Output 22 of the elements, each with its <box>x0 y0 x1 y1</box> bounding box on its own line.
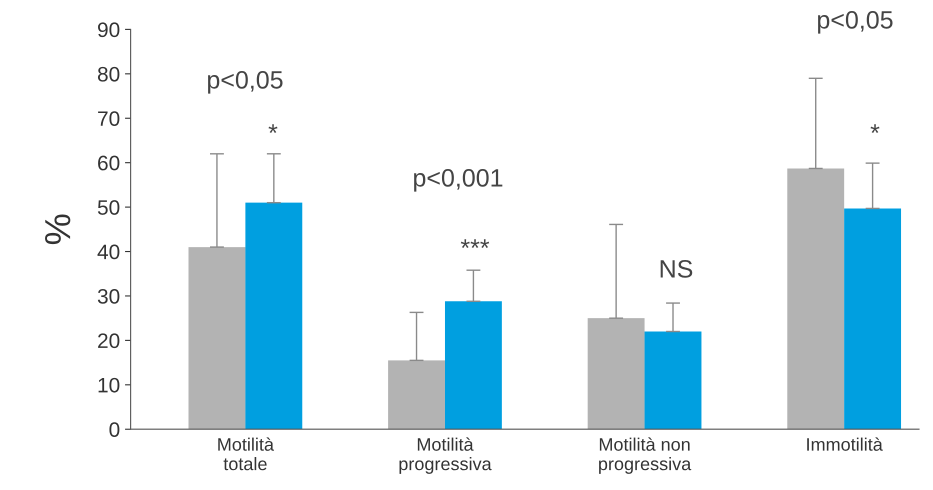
x-tick-label: Motilità totale <box>218 437 274 470</box>
x-tick-label: Immotilità <box>807 437 883 451</box>
x-tick-label: Motilità progressiva <box>399 437 492 474</box>
y-tick-label: 90 <box>98 22 120 38</box>
y-tick-label: 50 <box>98 200 120 215</box>
annotation: NS <box>660 260 692 278</box>
annotation: * <box>870 124 880 134</box>
y-tick-label: 80 <box>98 66 120 82</box>
y-tick-label: 0 <box>109 422 120 437</box>
x-tick-label: Motilità non progressiva <box>599 437 692 474</box>
y-tick-label: 10 <box>98 378 120 393</box>
y-tick-label: 30 <box>98 288 120 304</box>
annotation: p<0,05 <box>818 11 893 34</box>
y-tick-label: 40 <box>98 244 120 260</box>
y-tick-label: 60 <box>98 156 120 170</box>
annotation: * <box>268 124 278 134</box>
annotation: *** <box>460 239 490 248</box>
annotation: p<0,001 <box>414 169 502 192</box>
y-axis-title: % <box>45 214 70 244</box>
y-tick-label: 20 <box>98 333 120 348</box>
y-tick-label: 70 <box>98 111 120 126</box>
annotation: p<0,05 <box>208 71 283 94</box>
